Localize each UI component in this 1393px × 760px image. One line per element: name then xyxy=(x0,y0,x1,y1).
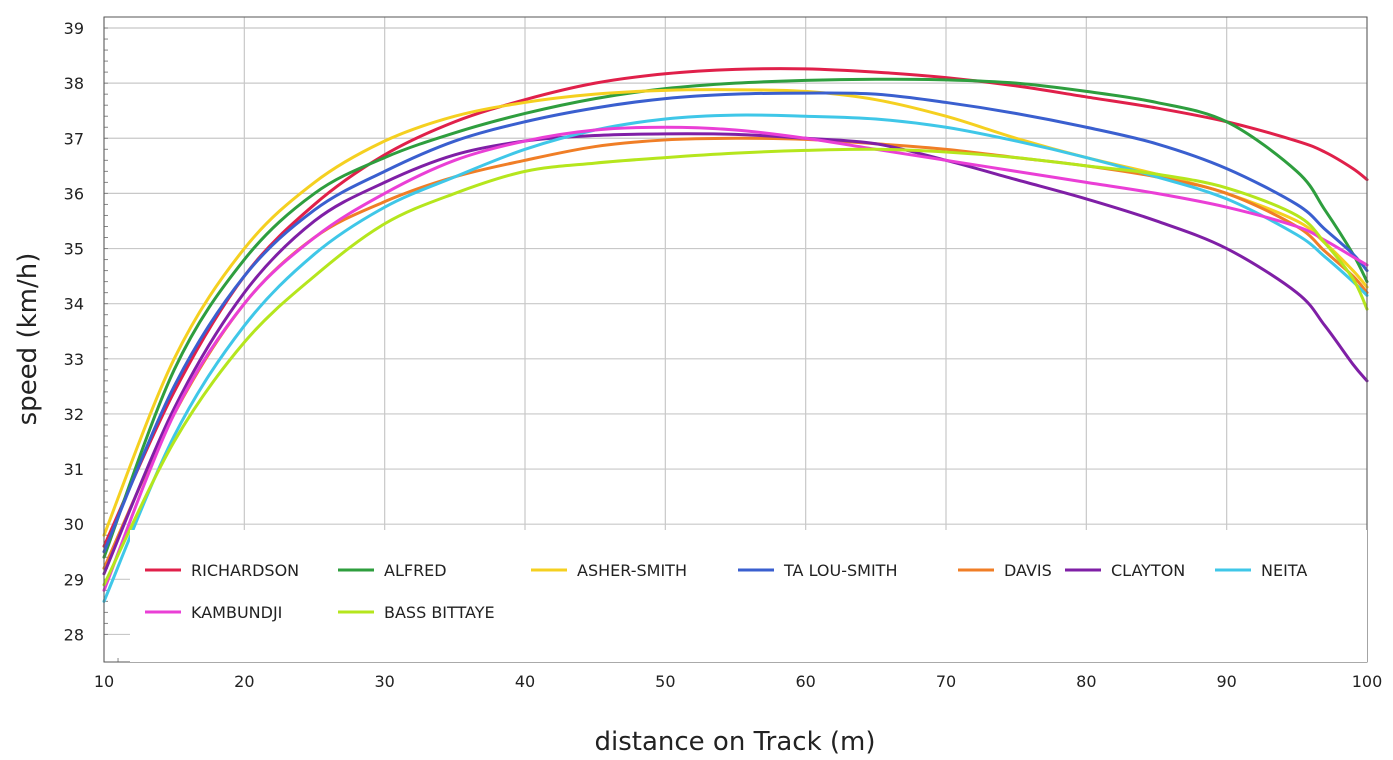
x-tick-label: 50 xyxy=(655,672,675,691)
y-tick-labels: 28 29 30 31 32 33 34 35 36 37 38 39 xyxy=(64,19,84,644)
legend-label-bass-bittaye: BASS BITTAYE xyxy=(384,603,495,622)
x-tick-label: 70 xyxy=(936,672,956,691)
legend-label-alfred: ALFRED xyxy=(384,561,447,580)
legend-label-clayton: CLAYTON xyxy=(1111,561,1185,580)
legend: RICHARDSON ALFRED ASHER-SMITH TA LOU-SMITH D… xyxy=(130,530,1367,662)
x-tick-label: 10 xyxy=(94,672,114,691)
y-tick-label: 31 xyxy=(64,460,84,479)
series-line-alfred xyxy=(102,77,1369,559)
legend-label-asher-smith: ASHER-SMITH xyxy=(577,561,687,580)
series-lines xyxy=(102,67,1369,603)
y-tick-label: 29 xyxy=(64,570,84,589)
x-tick-label: 30 xyxy=(374,672,394,691)
y-axis-title: speed (km/h) xyxy=(13,253,43,426)
legend-label-neita: NEITA xyxy=(1261,561,1307,580)
series-line-clayton xyxy=(102,132,1369,576)
series-line-neita xyxy=(102,113,1369,603)
y-tick-label: 38 xyxy=(64,74,84,93)
x-axis-title: distance on Track (m) xyxy=(595,727,876,757)
x-tick-label: 90 xyxy=(1216,672,1236,691)
y-tick-label: 33 xyxy=(64,350,84,369)
y-tick-label: 34 xyxy=(64,295,84,314)
legend-background xyxy=(130,530,1367,662)
x-tick-label: 60 xyxy=(795,672,815,691)
y-tick-label: 30 xyxy=(64,515,84,534)
x-tick-label: 80 xyxy=(1076,672,1096,691)
y-tick-label: 37 xyxy=(64,129,84,148)
legend-label-ta-lou-smith: TA LOU-SMITH xyxy=(783,561,897,580)
y-tick-label: 36 xyxy=(64,184,84,203)
y-tick-label: 32 xyxy=(64,405,84,424)
x-tick-labels: 10 20 30 40 50 60 70 80 90 100 xyxy=(94,672,1382,691)
legend-label-richardson: RICHARDSON xyxy=(191,561,299,580)
legend-label-kambundji: KAMBUNDJI xyxy=(191,603,282,622)
x-tick-label: 40 xyxy=(515,672,535,691)
x-tick-label: 100 xyxy=(1352,672,1383,691)
y-tick-label: 35 xyxy=(64,240,84,259)
series-line-ta-lou-smith xyxy=(102,91,1369,554)
y-tick-label: 28 xyxy=(64,625,84,644)
y-tick-label: 39 xyxy=(64,19,84,38)
legend-label-davis: DAVIS xyxy=(1004,561,1052,580)
series-line-kambundji xyxy=(102,125,1369,592)
series-line-bass-bittaye xyxy=(102,147,1369,587)
x-tick-label: 20 xyxy=(234,672,254,691)
series-line-richardson xyxy=(102,67,1369,548)
